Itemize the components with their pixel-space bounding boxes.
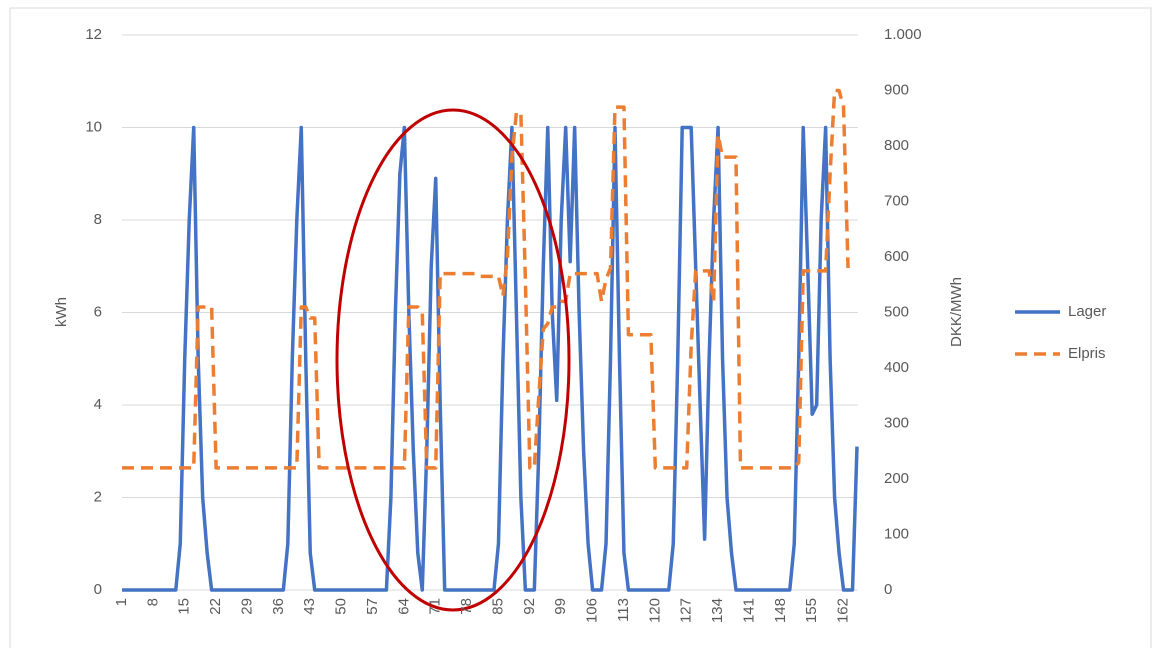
- y2-tick-label: 600: [884, 248, 909, 265]
- x-tick-label: 71: [427, 598, 444, 615]
- y2-tick-label: 100: [884, 525, 909, 542]
- x-tick-label: 127: [678, 598, 695, 623]
- grid: [122, 34, 858, 591]
- x-tick-label: 8: [144, 598, 161, 606]
- labels: 02468101201002003004005006007008009001.0…: [85, 26, 1106, 623]
- x-tick-label: 15: [176, 598, 193, 615]
- series-line: [122, 88, 850, 470]
- x-tick-label: 113: [615, 598, 632, 622]
- x-tick-label: 1: [113, 598, 130, 606]
- x-tick-label: 155: [803, 598, 820, 623]
- x-tick-label: 57: [364, 598, 381, 615]
- y-tick-label: 4: [94, 396, 102, 413]
- chart-border: [9, 7, 1152, 648]
- y-tick-label: 2: [94, 488, 102, 505]
- y-tick-label: 0: [94, 581, 102, 598]
- y2-axis-title: DKK/MWh: [948, 277, 965, 347]
- x-tick-label: 50: [333, 598, 350, 615]
- y-tick-label: 8: [94, 211, 102, 228]
- x-tick-label: 85: [489, 598, 506, 615]
- y-tick-label: 10: [85, 118, 102, 135]
- y2-tick-label: 1.000: [884, 26, 922, 43]
- lines: [122, 88, 859, 592]
- x-tick-label: 43: [301, 598, 318, 615]
- x-tick-label: 134: [709, 598, 726, 623]
- y2-tick-label: 900: [884, 81, 909, 98]
- x-tick-label: 141: [740, 598, 757, 623]
- y2-tick-label: 0: [884, 581, 892, 598]
- y-axis-title: kWh: [53, 297, 70, 327]
- x-tick-label: 36: [270, 598, 287, 615]
- x-tick-label: 120: [646, 598, 663, 623]
- y2-tick-label: 300: [884, 414, 909, 431]
- x-tick-label: 106: [584, 598, 601, 623]
- legend-label: Elpris: [1068, 345, 1106, 362]
- y2-tick-label: 200: [884, 470, 909, 487]
- y2-tick-label: 800: [884, 137, 909, 154]
- x-tick-label: 78: [458, 598, 475, 615]
- x-tick-label: 162: [835, 598, 852, 623]
- y2-tick-label: 500: [884, 303, 909, 320]
- y-tick-label: 12: [85, 26, 102, 43]
- y-tick-label: 6: [94, 303, 102, 320]
- x-tick-label: 22: [207, 598, 224, 615]
- x-tick-label: 148: [772, 598, 789, 623]
- legend-label: Lager: [1068, 303, 1106, 320]
- y2-tick-label: 700: [884, 192, 909, 209]
- x-tick-label: 64: [395, 598, 412, 615]
- x-tick-label: 99: [552, 598, 569, 615]
- highlight-ellipse: [335, 108, 571, 612]
- y2-tick-label: 400: [884, 359, 909, 376]
- x-tick-label: 92: [521, 598, 538, 615]
- x-tick-label: 29: [238, 598, 255, 615]
- series-line: [122, 125, 859, 592]
